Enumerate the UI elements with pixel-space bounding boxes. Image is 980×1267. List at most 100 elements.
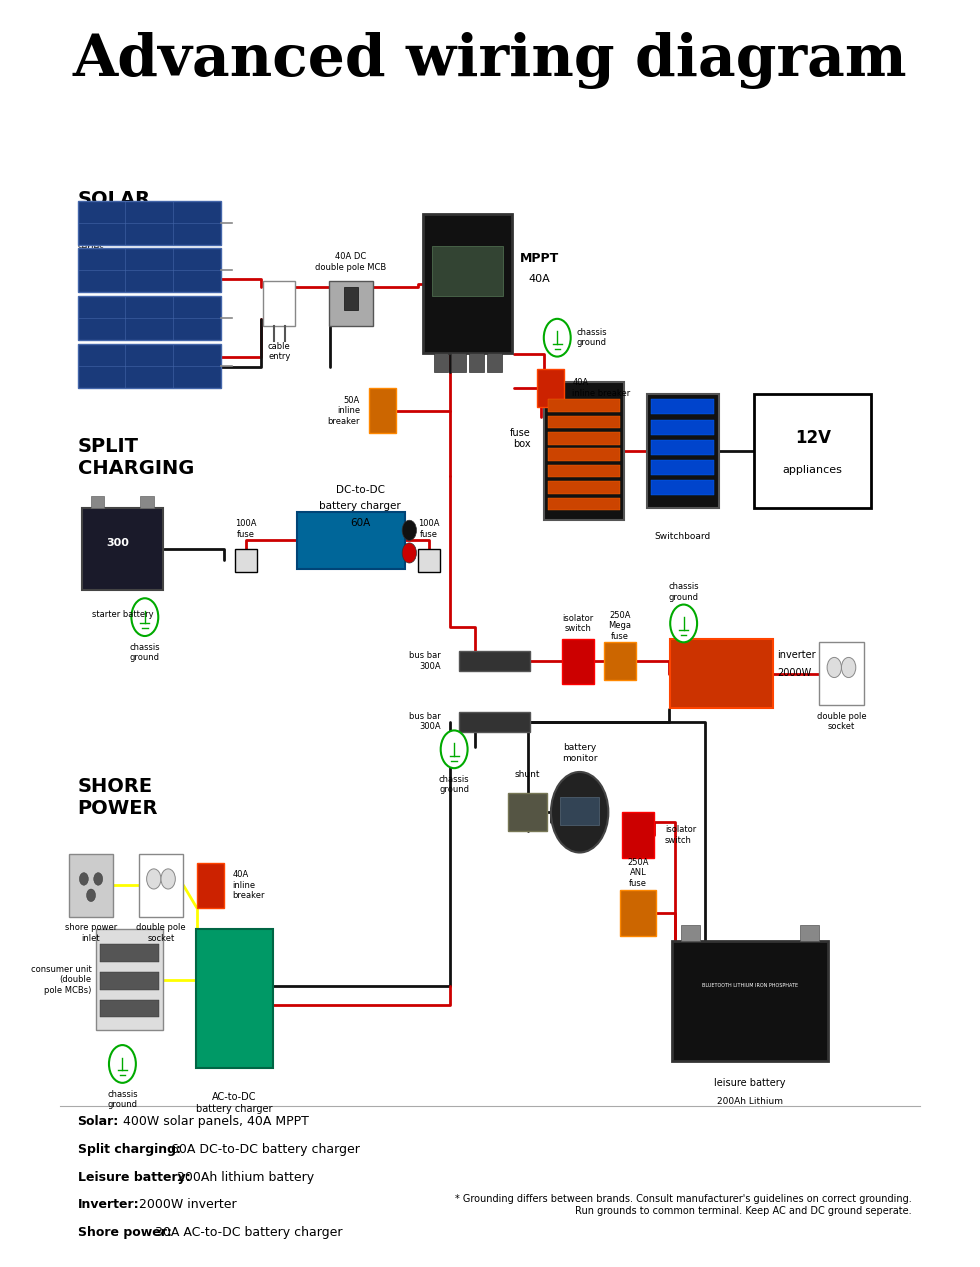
Circle shape <box>402 542 416 563</box>
Text: cable
entry: cable entry <box>268 342 291 361</box>
Bar <box>101 944 159 962</box>
Text: 12V: 12V <box>795 430 831 447</box>
Text: SOLAR: SOLAR <box>77 190 151 209</box>
Bar <box>680 925 701 941</box>
Bar <box>487 352 502 371</box>
Bar <box>620 891 656 935</box>
Text: 60A DC-to-DC battery charger: 60A DC-to-DC battery charger <box>168 1143 360 1156</box>
Text: Inverter:: Inverter: <box>77 1199 139 1211</box>
Bar <box>652 399 714 414</box>
Circle shape <box>161 869 175 889</box>
Text: MPPT: MPPT <box>519 252 559 265</box>
Bar <box>469 352 484 371</box>
Circle shape <box>551 772 609 853</box>
Text: 250A
Mega
fuse: 250A Mega fuse <box>609 611 631 641</box>
Bar <box>604 642 636 680</box>
Circle shape <box>842 658 856 678</box>
Text: chassis
ground: chassis ground <box>107 1090 138 1109</box>
Text: * Grounding differs between brands. Consult manufacturer's guidelines on correct: * Grounding differs between brands. Cons… <box>455 1194 911 1216</box>
Bar <box>77 345 221 388</box>
Text: shore power
inlet: shore power inlet <box>65 924 118 943</box>
Bar <box>417 549 440 571</box>
Circle shape <box>402 521 416 540</box>
Text: 50A
inline
breaker: 50A inline breaker <box>327 395 360 426</box>
Bar <box>459 712 530 731</box>
Circle shape <box>147 869 161 889</box>
Text: 250A
ANL
fuse: 250A ANL fuse <box>627 858 649 888</box>
Circle shape <box>131 598 159 636</box>
Bar <box>197 863 223 908</box>
Circle shape <box>441 730 467 768</box>
Text: isolator
switch: isolator switch <box>664 825 696 845</box>
Text: chassis
ground: chassis ground <box>668 583 699 602</box>
Text: starter battery: starter battery <box>91 611 153 620</box>
Text: shunt: shunt <box>514 770 540 779</box>
Bar <box>459 651 530 672</box>
Bar <box>77 248 221 293</box>
Text: AC-to-DC
battery charger: AC-to-DC battery charger <box>196 1092 272 1114</box>
Text: Advanced wiring diagram: Advanced wiring diagram <box>73 32 907 89</box>
Bar <box>652 460 714 475</box>
Text: SPLIT
CHARGING: SPLIT CHARGING <box>77 437 194 478</box>
Text: Solar:: Solar: <box>77 1115 119 1129</box>
Text: chassis
ground: chassis ground <box>439 775 469 794</box>
Bar <box>138 854 183 917</box>
Bar <box>264 281 295 327</box>
Bar <box>621 812 654 858</box>
Circle shape <box>827 658 842 678</box>
Text: battery
monitor: battery monitor <box>562 744 598 763</box>
Bar <box>548 416 620 428</box>
Bar <box>196 929 272 1068</box>
Bar <box>819 642 863 706</box>
Bar <box>800 925 819 941</box>
Text: chassis
ground: chassis ground <box>577 328 608 347</box>
Circle shape <box>544 319 570 356</box>
Bar <box>560 797 600 825</box>
Bar <box>548 449 620 461</box>
Text: BLUETOOTH LITHIUM IRON PHOSPHATE: BLUETOOTH LITHIUM IRON PHOSPHATE <box>702 983 798 988</box>
Text: 40A
inline
breaker: 40A inline breaker <box>232 870 266 900</box>
Text: 300: 300 <box>107 538 129 547</box>
Text: Switchboard: Switchboard <box>655 532 710 541</box>
Text: double pole
socket: double pole socket <box>136 924 186 943</box>
Text: 400W solar panels, 40A MPPT: 400W solar panels, 40A MPPT <box>119 1115 309 1129</box>
Text: double pole
socket: double pole socket <box>816 712 866 731</box>
Text: Leisure battery:: Leisure battery: <box>77 1171 190 1183</box>
Text: 40A
inline breaker: 40A inline breaker <box>572 379 631 398</box>
Text: Split charging:: Split charging: <box>77 1143 180 1156</box>
Text: 200Ah lithium battery: 200Ah lithium battery <box>172 1171 314 1183</box>
Text: consumer unit
(double
pole MCBs): consumer unit (double pole MCBs) <box>30 964 91 995</box>
Bar <box>755 394 871 508</box>
Bar <box>452 352 466 371</box>
Bar <box>548 399 620 412</box>
Circle shape <box>86 889 95 902</box>
Bar <box>235 549 258 571</box>
Text: 200Ah Lithium: 200Ah Lithium <box>717 1097 783 1106</box>
Text: 4X100W
monocrystalline
series: 4X100W monocrystalline series <box>77 222 150 252</box>
Bar <box>77 296 221 341</box>
Bar <box>77 200 221 245</box>
Circle shape <box>109 1045 136 1083</box>
Bar <box>544 381 624 521</box>
Bar <box>652 480 714 495</box>
Text: inverter: inverter <box>777 650 816 660</box>
Text: 2000W inverter: 2000W inverter <box>135 1199 236 1211</box>
Text: 100A
fuse: 100A fuse <box>235 519 257 538</box>
Circle shape <box>79 873 88 886</box>
Text: battery charger: battery charger <box>319 502 401 512</box>
Bar <box>82 508 163 590</box>
Bar <box>652 440 714 455</box>
Bar <box>91 495 105 508</box>
Bar <box>96 929 164 1030</box>
Bar <box>69 854 114 917</box>
Bar <box>368 388 396 433</box>
Text: 40A DC
double pole MCB: 40A DC double pole MCB <box>316 252 387 272</box>
Bar <box>548 481 620 494</box>
Text: 40A: 40A <box>528 274 550 284</box>
Text: 60A: 60A <box>350 518 370 528</box>
Text: bus bar
300A: bus bar 300A <box>409 651 441 672</box>
Text: 100A
fuse: 100A fuse <box>418 519 440 538</box>
Bar <box>652 419 714 435</box>
Bar <box>548 432 620 445</box>
Bar <box>328 281 373 327</box>
